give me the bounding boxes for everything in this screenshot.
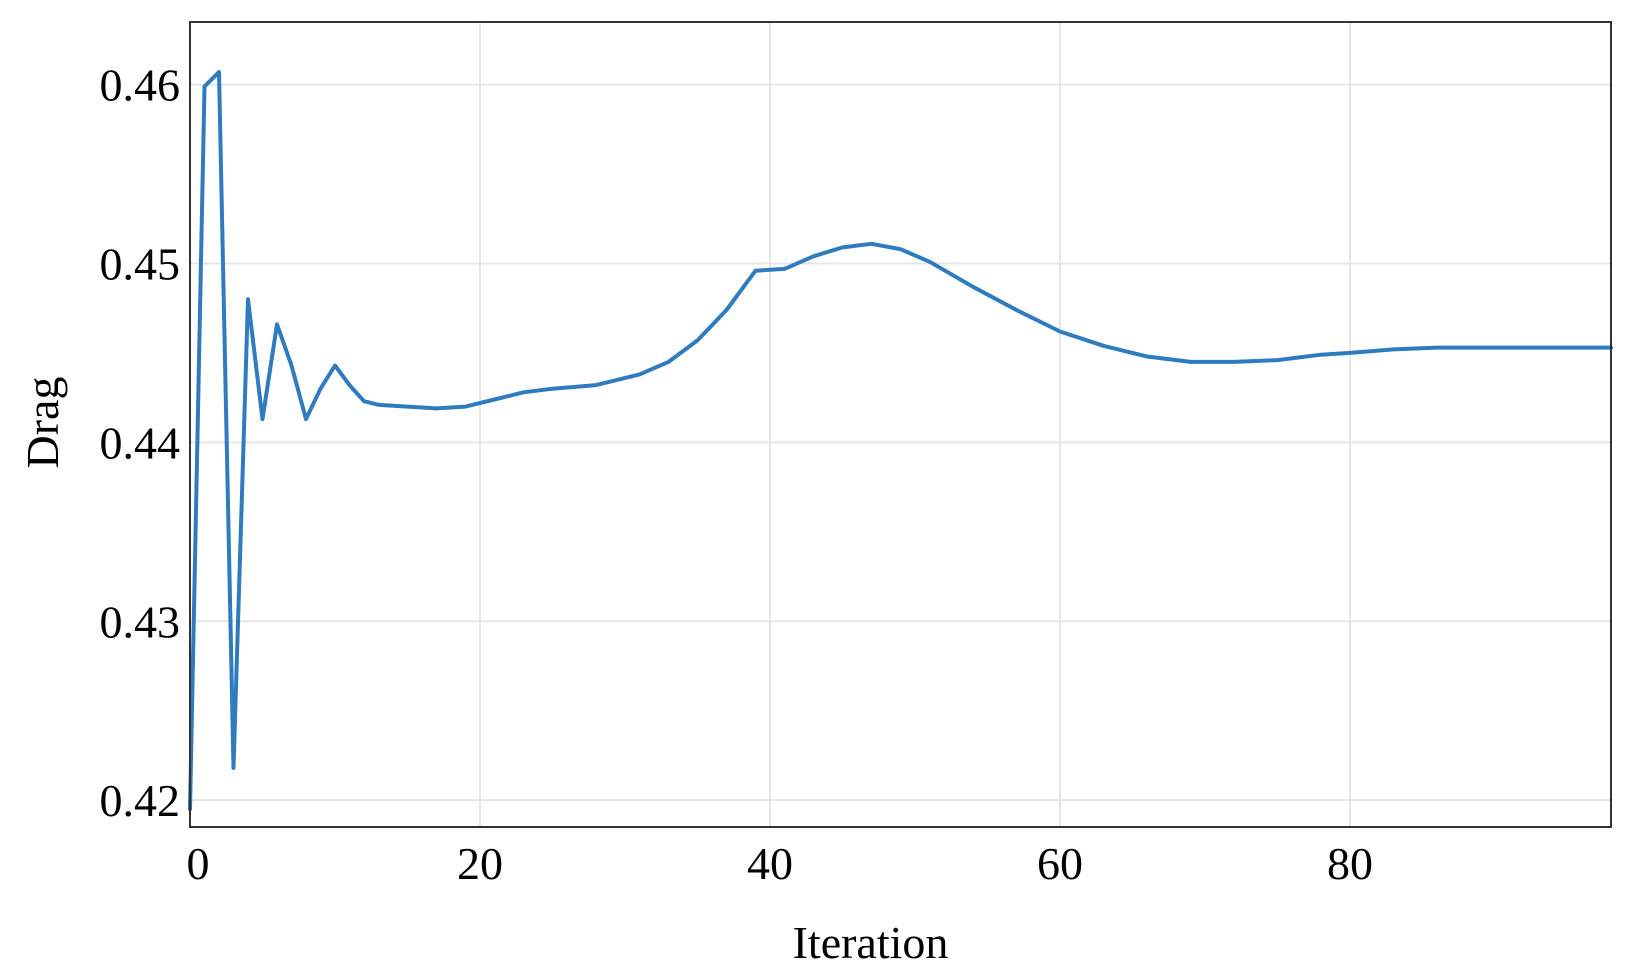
series-lines	[188, 70, 1613, 812]
y-tick-label: 0.46	[100, 60, 181, 111]
series-line-0	[188, 70, 1613, 812]
y-tick-label: 0.43	[100, 596, 181, 647]
x-axis-title: Iteration	[793, 917, 949, 968]
y-tick-label: 0.44	[100, 417, 181, 468]
y-axis-title: Drag	[17, 377, 68, 469]
x-tick-label: 80	[1327, 838, 1373, 889]
y-tick-label: 0.45	[100, 239, 181, 290]
y-tick-label: 0.42	[100, 775, 181, 826]
x-tick-label: 60	[1037, 838, 1083, 889]
x-tick-labels: 0 20 40 60 80	[187, 838, 1374, 889]
y-tick-labels: 0.42 0.43 0.44 0.45 0.46	[100, 60, 181, 827]
grid-lines	[190, 22, 1611, 827]
x-tick-label: 20	[457, 838, 503, 889]
plot-frame	[189, 21, 1612, 828]
x-tick-label: 0	[187, 838, 210, 889]
x-tick-label: 40	[747, 838, 793, 889]
